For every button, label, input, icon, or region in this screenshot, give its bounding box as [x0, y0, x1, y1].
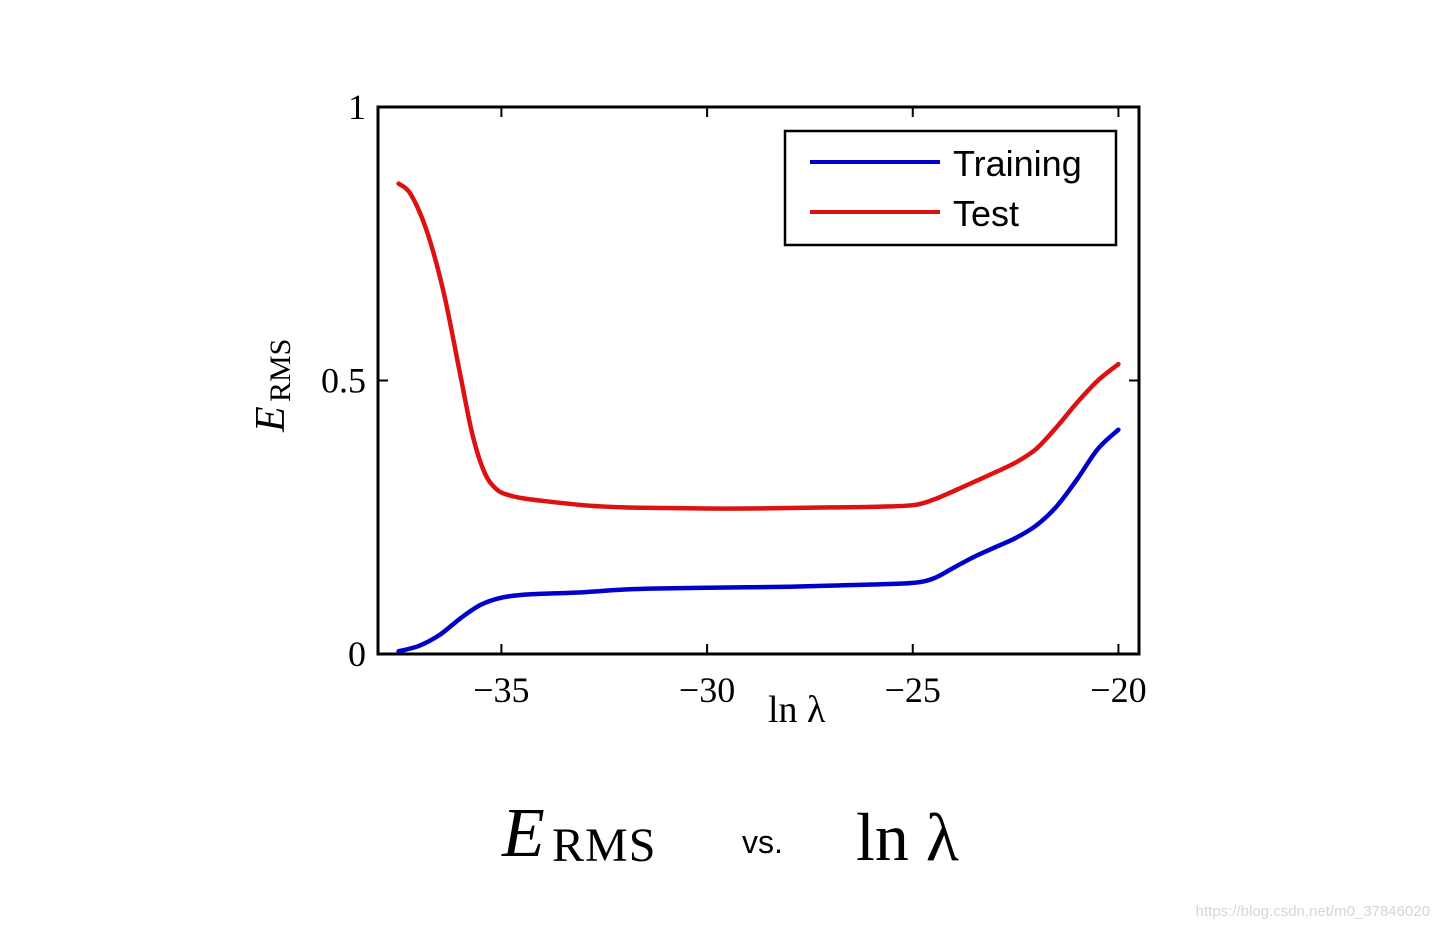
y-axis-label-symbol: E [248, 406, 294, 433]
series-line-test [396, 181, 1121, 511]
legend: Training Test [783, 129, 1118, 247]
x-tick-label: −35 [473, 670, 529, 710]
caption-ermssymbol: E [502, 795, 545, 872]
chart: −35 −30 −25 −20 0 0.5 1 E RMS ln λ Training Te… [248, 87, 1147, 731]
x-axis-label: ln λ [768, 689, 826, 731]
x-tick-label: −25 [885, 670, 941, 710]
legend-label-test: Test [953, 193, 1019, 234]
y-tick-label: 0 [348, 634, 366, 674]
y-axis-label-subscript: RMS [264, 339, 297, 402]
legend-box [783, 129, 1118, 247]
caption-ln-lambda: ln λ [856, 799, 959, 875]
caption-rms-subscript: RMS [552, 819, 657, 872]
watermark: https://blog.csdn.net/m0_37846020 [1195, 903, 1430, 920]
y-tick-label: 1 [348, 87, 366, 127]
legend-label-training: Training [953, 143, 1082, 184]
y-axis-label: E RMS [248, 339, 297, 433]
caption-vs: vs. [742, 824, 783, 860]
caption: E RMS vs. ln λ [0, 790, 1440, 890]
x-tick-label: −20 [1090, 670, 1146, 710]
y-tick-label: 0.5 [321, 361, 366, 401]
axis-ticks: −35 −30 −25 −20 0 0.5 1 [321, 87, 1147, 710]
series-group [396, 181, 1121, 654]
series-line-training [396, 427, 1121, 654]
x-tick-label: −30 [679, 670, 735, 710]
